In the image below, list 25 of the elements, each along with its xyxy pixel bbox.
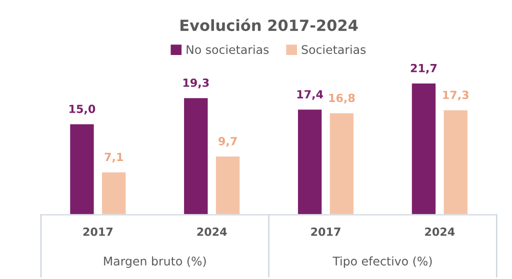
- text: Margen bruto (%): [104, 256, 206, 268]
- x-tick-label: 2017: [83, 228, 112, 236]
- data-label: 17,3: [443, 90, 468, 101]
- bar: [214, 155, 242, 215]
- bar: [100, 170, 128, 215]
- data-label: 19,3: [183, 78, 209, 88]
- data-label: 16,8: [329, 94, 355, 104]
- chart-title: Evolución 2017-2024: [180, 18, 358, 32]
- x-tick-label: 2017: [311, 228, 340, 236]
- data-label: 15,0: [70, 104, 96, 114]
- bar: [442, 108, 469, 215]
- bar: [328, 112, 355, 215]
- x-tick-label: 2024: [197, 228, 227, 236]
- bar: [182, 96, 210, 215]
- text: Tipo efectivo (%): [332, 256, 432, 268]
- bar: [68, 122, 96, 215]
- legend-label: Societarias: [302, 44, 366, 54]
- data-label: 21,7: [410, 64, 437, 74]
- data-label: 7,1: [104, 152, 123, 163]
- legend-label: No societarias: [186, 44, 269, 54]
- data-label: 17,4: [297, 90, 324, 100]
- bar: [296, 108, 324, 215]
- data-label: 9,7: [218, 136, 237, 147]
- bar: [410, 82, 437, 215]
- x-tick-label: 2024: [425, 228, 455, 236]
